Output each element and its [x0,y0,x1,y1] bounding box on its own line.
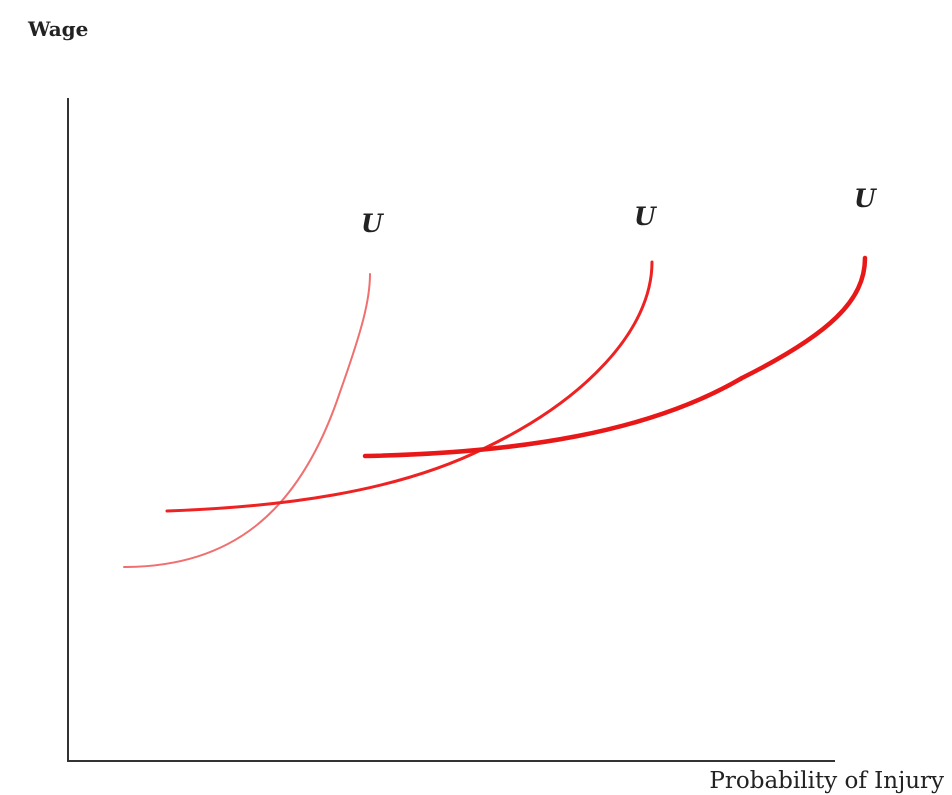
indifference-curve-1 [123,273,371,568]
y-axis-label: Wage [27,17,88,41]
curve-label-1: U [361,209,385,238]
curve-label-2: U [634,202,658,231]
indifference-curve-3 [362,255,868,459]
indifference-curve-2 [165,260,654,513]
x-axis-label: Probability of Injury [709,768,944,794]
curve-label-3: U [854,184,878,213]
